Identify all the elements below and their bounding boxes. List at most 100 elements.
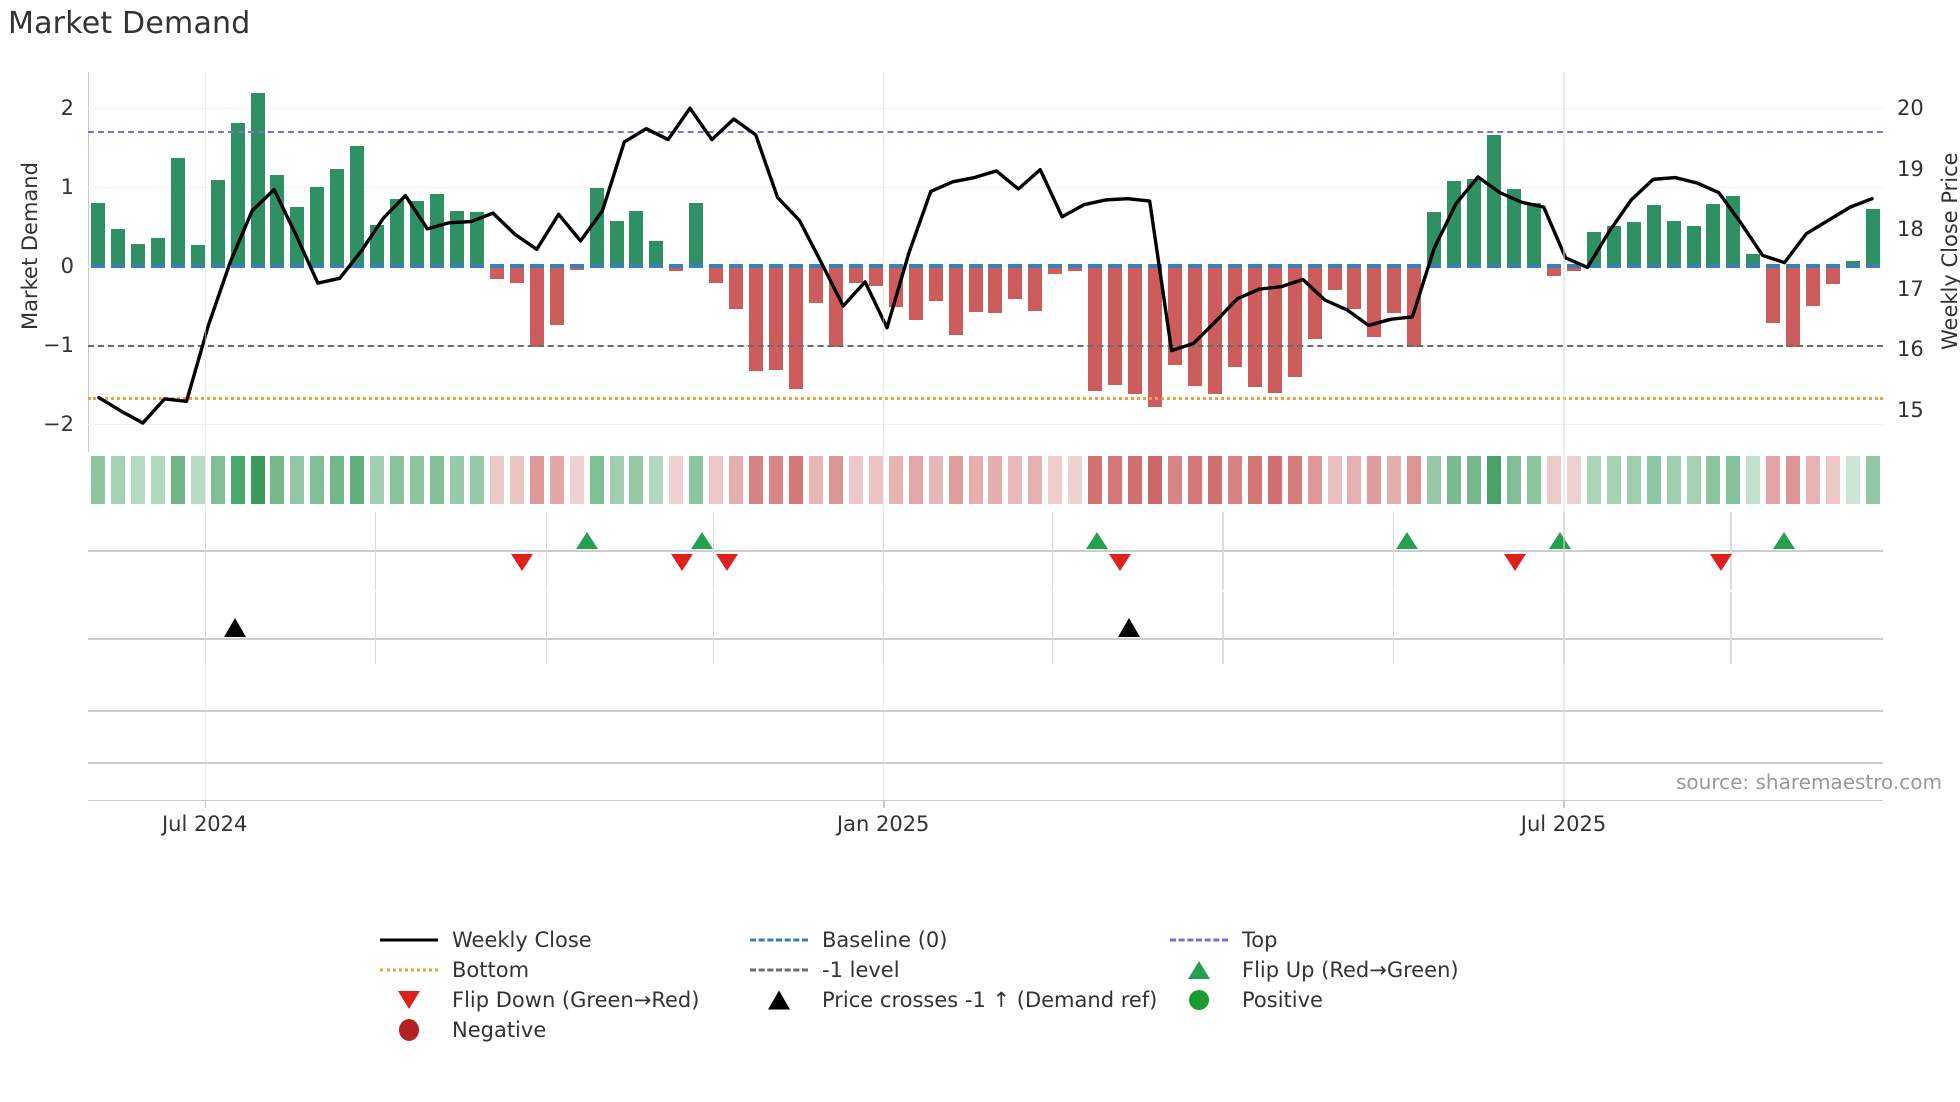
legend-item[interactable]: Negative <box>380 1018 546 1042</box>
spacer-row-1 <box>88 664 1883 714</box>
heat-cell <box>1327 456 1342 504</box>
baseline-tick <box>1586 263 1601 268</box>
baseline-tick <box>1726 263 1741 268</box>
legend-item[interactable]: Weekly Close <box>380 928 592 952</box>
heat-cell <box>908 456 923 504</box>
demand-bar <box>1586 231 1601 266</box>
heat-cell <box>1108 456 1123 504</box>
legend-item[interactable]: Flip Up (Red→Green) <box>1170 958 1459 982</box>
heat-cell <box>1606 456 1621 504</box>
heat-cell <box>290 456 305 504</box>
price-cross-marker-icon <box>1118 618 1141 637</box>
demand-bar <box>808 265 823 304</box>
baseline-tick <box>190 263 205 268</box>
x-axis-line <box>88 800 1883 802</box>
demand-bar <box>868 265 883 286</box>
heat-cell <box>1806 456 1821 504</box>
demand-bar <box>310 186 325 266</box>
top-level-line <box>88 131 1883 134</box>
row-vertical-tick <box>1392 592 1395 664</box>
baseline-tick <box>1287 263 1302 268</box>
demand-bar <box>1606 226 1621 266</box>
baseline-tick <box>988 263 1003 268</box>
heat-cell <box>609 456 624 504</box>
demand-bar <box>130 243 145 266</box>
flip-down-marker-icon <box>511 554 534 571</box>
baseline-tick <box>1307 263 1322 268</box>
baseline-tick <box>509 263 524 268</box>
dashed-line-purple-icon <box>1170 930 1228 950</box>
heat-cell <box>1187 456 1202 504</box>
weekly-close-line <box>88 72 1883 452</box>
heat-cell <box>310 456 325 504</box>
heat-cell <box>808 456 823 504</box>
heat-cell <box>669 456 684 504</box>
price-cross-marker-row <box>88 592 1883 664</box>
legend-item[interactable]: Price crosses -1 ↑ (Demand ref) <box>750 988 1157 1012</box>
y-axis-right-tick-label: 18 <box>1897 216 1924 241</box>
heat-cell <box>868 456 883 504</box>
baseline-tick <box>250 263 265 268</box>
demand-bar <box>150 238 165 266</box>
baseline-tick <box>1068 263 1083 268</box>
demand-bar <box>669 265 684 271</box>
heat-cell <box>689 456 704 504</box>
y-axis-right-tick-label: 16 <box>1897 337 1924 362</box>
dotted-line-orange-icon <box>380 960 438 980</box>
heat-cell <box>1407 456 1422 504</box>
demand-bar <box>1327 265 1342 290</box>
heat-cell <box>589 456 604 504</box>
legend-item[interactable]: Baseline (0) <box>750 928 947 952</box>
demand-bar <box>649 240 664 266</box>
heat-cell <box>1487 456 1502 504</box>
demand-bar <box>1686 225 1701 266</box>
x-axis-tick-label: Jan 2025 <box>836 812 930 836</box>
baseline-tick <box>390 263 405 268</box>
demand-bar <box>270 174 285 266</box>
demand-bar <box>549 265 564 326</box>
legend-item[interactable]: Positive <box>1170 988 1323 1012</box>
baseline-tick <box>1247 263 1262 268</box>
heat-cell <box>150 456 165 504</box>
gridline <box>88 265 1883 267</box>
heat-cell <box>1786 456 1801 504</box>
legend-item[interactable]: Top <box>1170 928 1277 952</box>
demand-bar <box>1786 265 1801 348</box>
demand-bar <box>1048 265 1063 274</box>
baseline-tick <box>609 263 624 268</box>
flip-down-marker-icon <box>1710 554 1733 571</box>
baseline-tick <box>1646 263 1661 268</box>
heat-cell <box>709 456 724 504</box>
heat-cell <box>1766 456 1781 504</box>
heat-cell <box>1447 456 1462 504</box>
row-vertical-tick <box>1730 512 1732 590</box>
baseline-tick <box>230 263 245 268</box>
demand-bar <box>1347 265 1362 310</box>
demand-bar <box>170 157 185 266</box>
baseline-tick <box>270 263 285 268</box>
legend-item[interactable]: Bottom <box>380 958 529 982</box>
demand-bar <box>330 168 345 266</box>
demand-bar <box>1287 265 1302 377</box>
demand-bar <box>629 211 644 266</box>
flip-up-marker-icon <box>690 532 713 549</box>
heat-cell <box>1467 456 1482 504</box>
gridline <box>88 186 1883 188</box>
baseline-tick <box>669 263 684 268</box>
heat-cell <box>1586 456 1601 504</box>
baseline-tick <box>170 263 185 268</box>
heat-cell <box>1626 456 1641 504</box>
baseline-tick <box>1407 263 1422 268</box>
baseline-tick <box>1507 263 1521 268</box>
heat-cell <box>509 456 524 504</box>
demand-bar <box>589 188 604 266</box>
baseline-tick <box>1746 263 1761 268</box>
baseline-tick <box>589 263 604 268</box>
legend-item[interactable]: Flip Down (Green→Red) <box>380 988 699 1012</box>
neg-one-level-line <box>88 345 1883 348</box>
heat-cell <box>1826 456 1841 504</box>
demand-bar <box>1227 265 1242 368</box>
legend-item[interactable]: -1 level <box>750 958 900 982</box>
heat-cell <box>390 456 405 504</box>
baseline-tick <box>290 263 305 268</box>
